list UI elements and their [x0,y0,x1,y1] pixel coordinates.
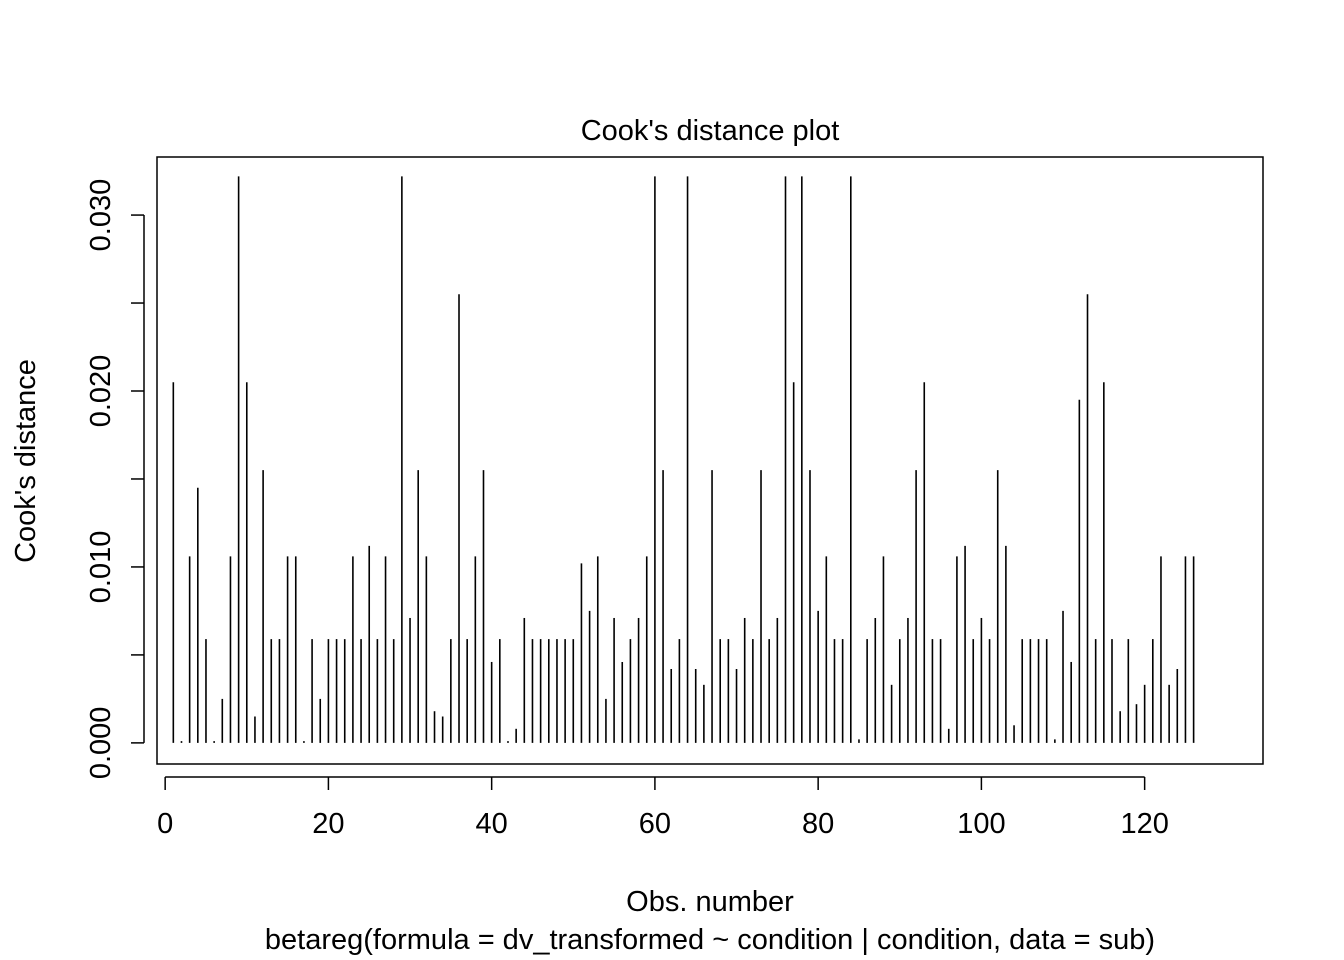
x-tick-label: 20 [312,808,344,840]
chart-title: Cook's distance plot [581,115,840,147]
x-tick-label: 80 [802,808,834,840]
y-tick-label: 0.030 [85,179,117,252]
model-formula-subtitle: betareg(formula = dv_transformed ~ condi… [265,924,1155,956]
plot-frame [156,156,1264,765]
spike-series [172,176,1195,743]
x-tick-label: 100 [957,808,1005,840]
y-tick-label: 0.010 [85,531,117,604]
x-tick-label: 40 [476,808,508,840]
x-tick-label: 120 [1120,808,1168,840]
y-tick-label: 0.000 [85,707,117,780]
x-tick-label: 0 [157,808,173,840]
y-axis: 0.000 0.010 0.020 0.030 [85,179,145,780]
x-tick-label: 60 [639,808,671,840]
x-axis: 0 20 40 60 80 100 120 [157,776,1169,840]
y-tick-label: 0.020 [85,355,117,428]
y-axis-label: Cook's distance [10,359,42,563]
x-axis-label: Obs. number [626,886,794,918]
